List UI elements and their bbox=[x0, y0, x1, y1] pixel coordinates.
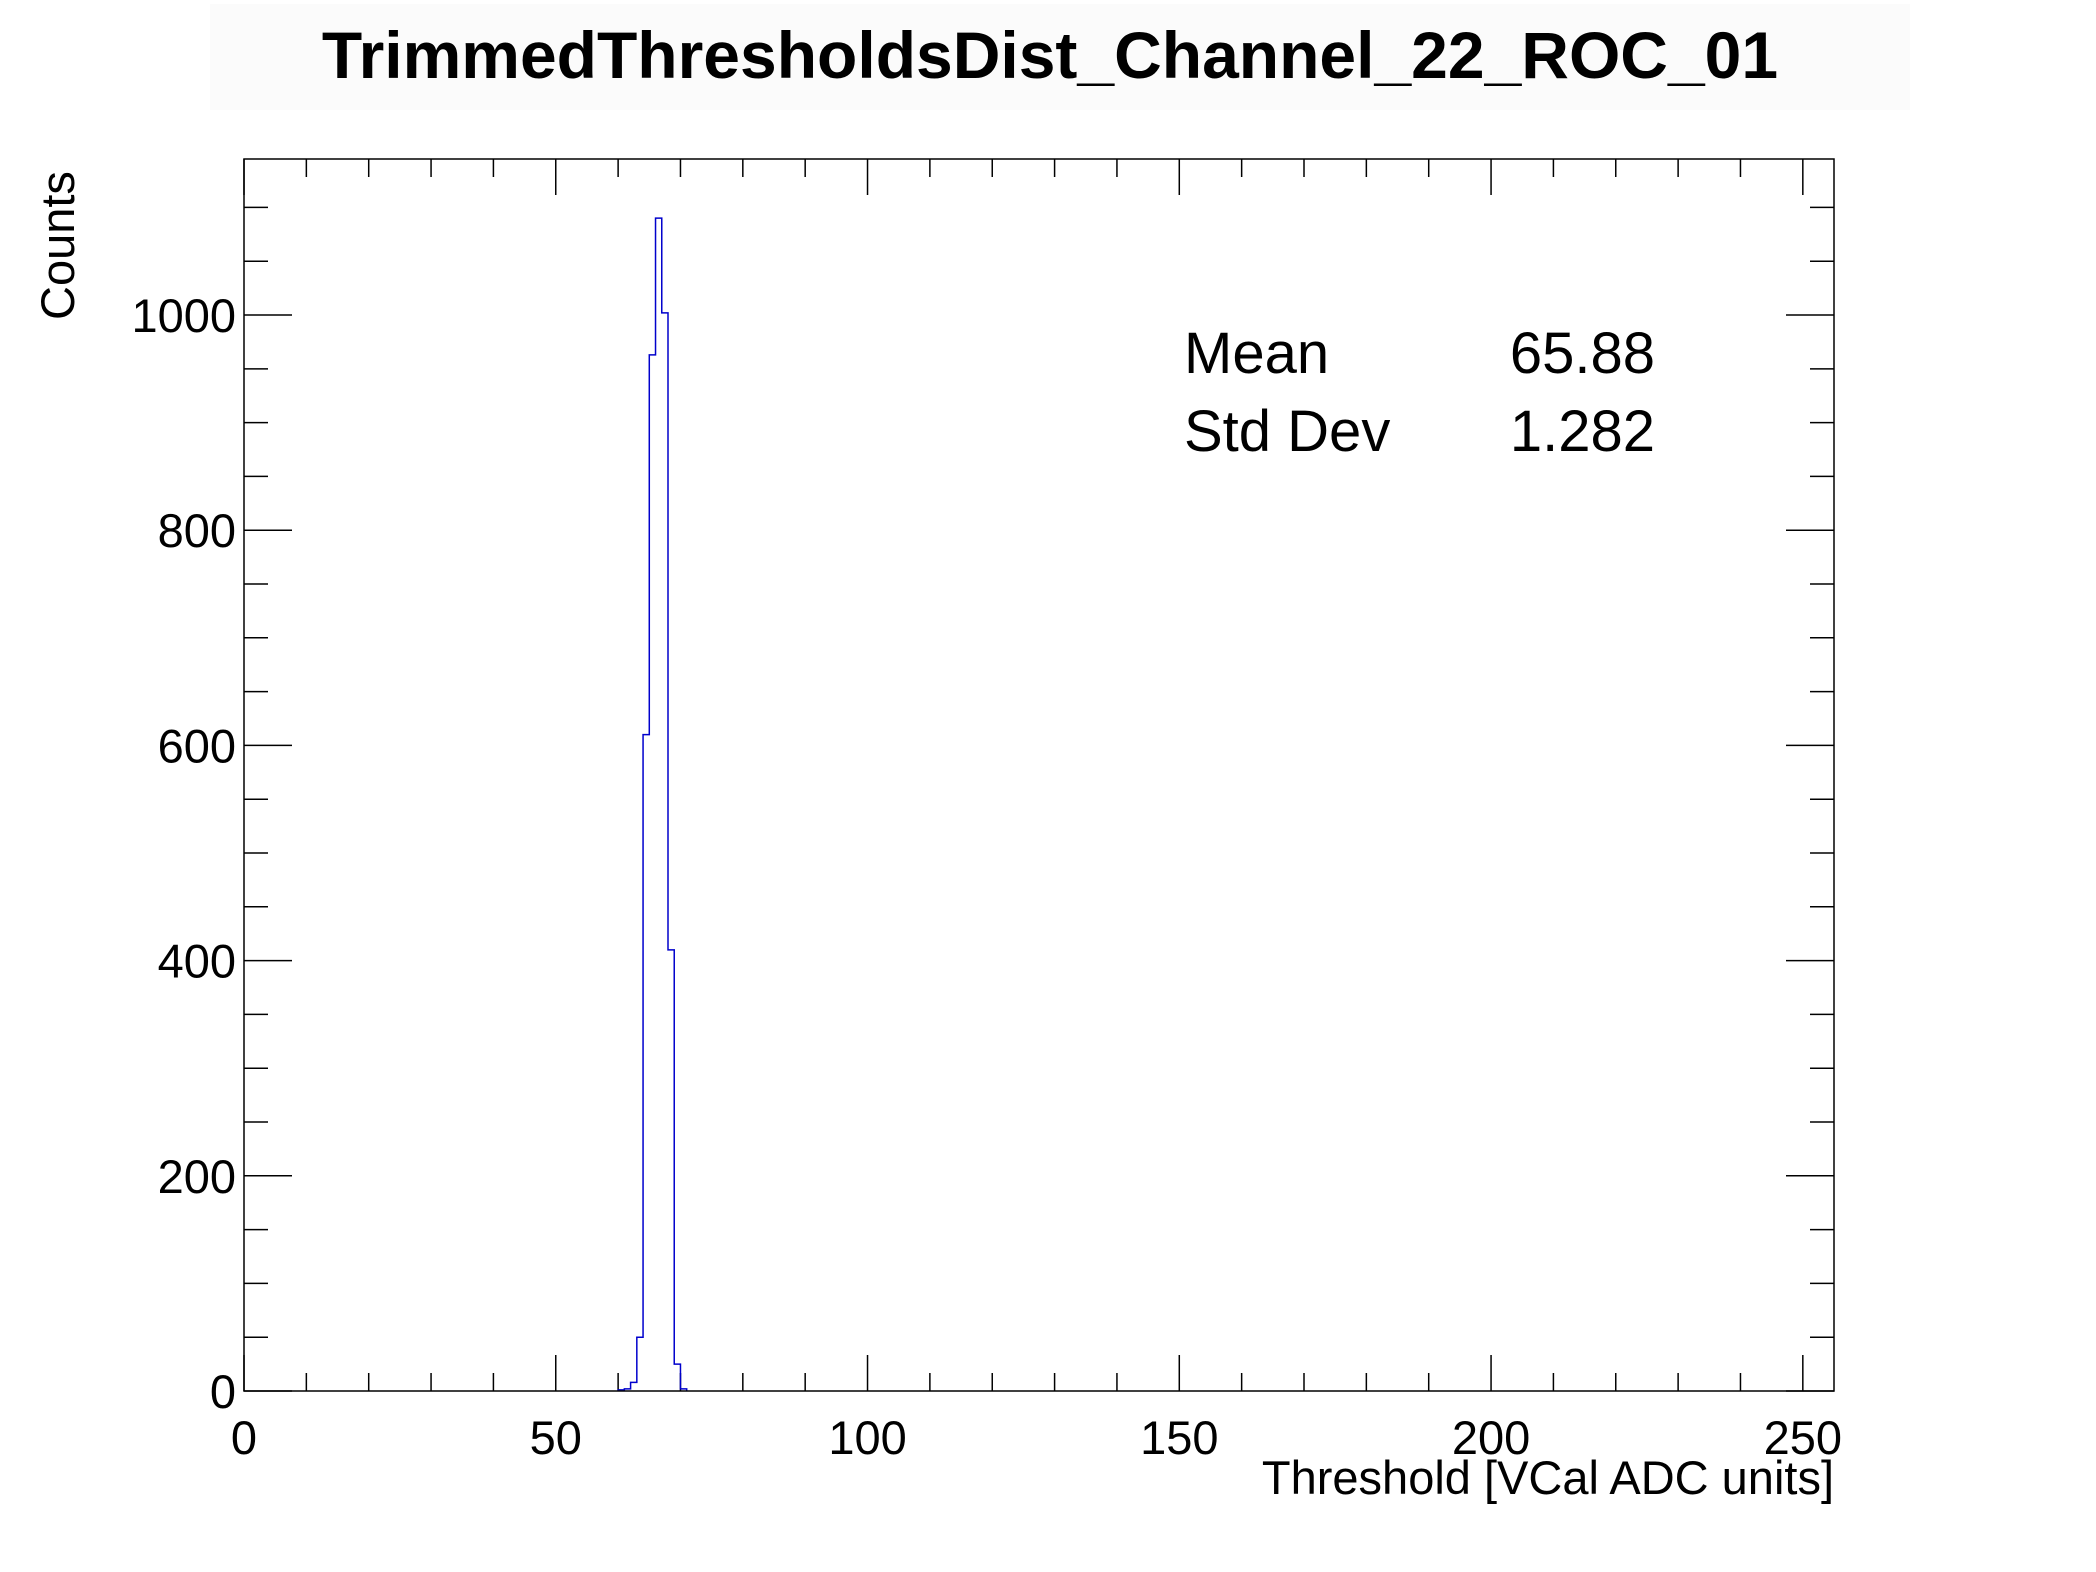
histogram-bin bbox=[668, 950, 674, 1391]
x-axis: 0 50 100 150 200 250 bbox=[231, 159, 1842, 1464]
histogram-bars bbox=[618, 218, 687, 1391]
chart-title: TrimmedThresholdsDist_Channel_22_ROC_01 bbox=[322, 18, 1778, 92]
histogram-bin bbox=[631, 1382, 637, 1391]
histogram-outline bbox=[617, 217, 688, 1391]
histogram-bin bbox=[649, 355, 655, 1391]
stats-label: Std Dev bbox=[1184, 399, 1390, 464]
x-tick-label: 150 bbox=[1140, 1411, 1218, 1464]
y-axis-label: Counts bbox=[31, 171, 84, 320]
y-axis: 0 200 400 600 800 1000 bbox=[131, 206, 1834, 1418]
x-tick-label: 50 bbox=[530, 1411, 582, 1464]
x-tick-label: 0 bbox=[231, 1411, 257, 1464]
plot-frame bbox=[243, 158, 1835, 1392]
stats-value: 1.282 bbox=[1510, 399, 1655, 464]
histogram-bin bbox=[637, 1337, 643, 1391]
x-tick-label: 250 bbox=[1764, 1411, 1842, 1464]
x-axis-label: Threshold [VCal ADC units] bbox=[1262, 1451, 1834, 1504]
y-tick-label: 400 bbox=[158, 935, 236, 988]
x-tick-label: 100 bbox=[828, 1411, 906, 1464]
stats-value: 65.88 bbox=[1510, 321, 1655, 386]
y-tick-label: 200 bbox=[158, 1150, 236, 1203]
y-tick-label: 600 bbox=[158, 719, 236, 772]
x-tick-label: 200 bbox=[1452, 1411, 1530, 1464]
y-tick-label: 800 bbox=[158, 504, 236, 557]
y-tick-label: 0 bbox=[210, 1365, 236, 1418]
histogram-bin bbox=[662, 313, 668, 1391]
title-box bbox=[210, 4, 1910, 110]
y-tick-label: 1000 bbox=[131, 289, 236, 342]
stats-label: Mean bbox=[1184, 321, 1329, 386]
histogram-bin bbox=[674, 1364, 680, 1391]
stats-box: Mean 65.88 Std Dev 1.282 bbox=[1184, 321, 1655, 464]
histogram-bin bbox=[656, 218, 662, 1391]
histogram-bin bbox=[643, 735, 649, 1391]
